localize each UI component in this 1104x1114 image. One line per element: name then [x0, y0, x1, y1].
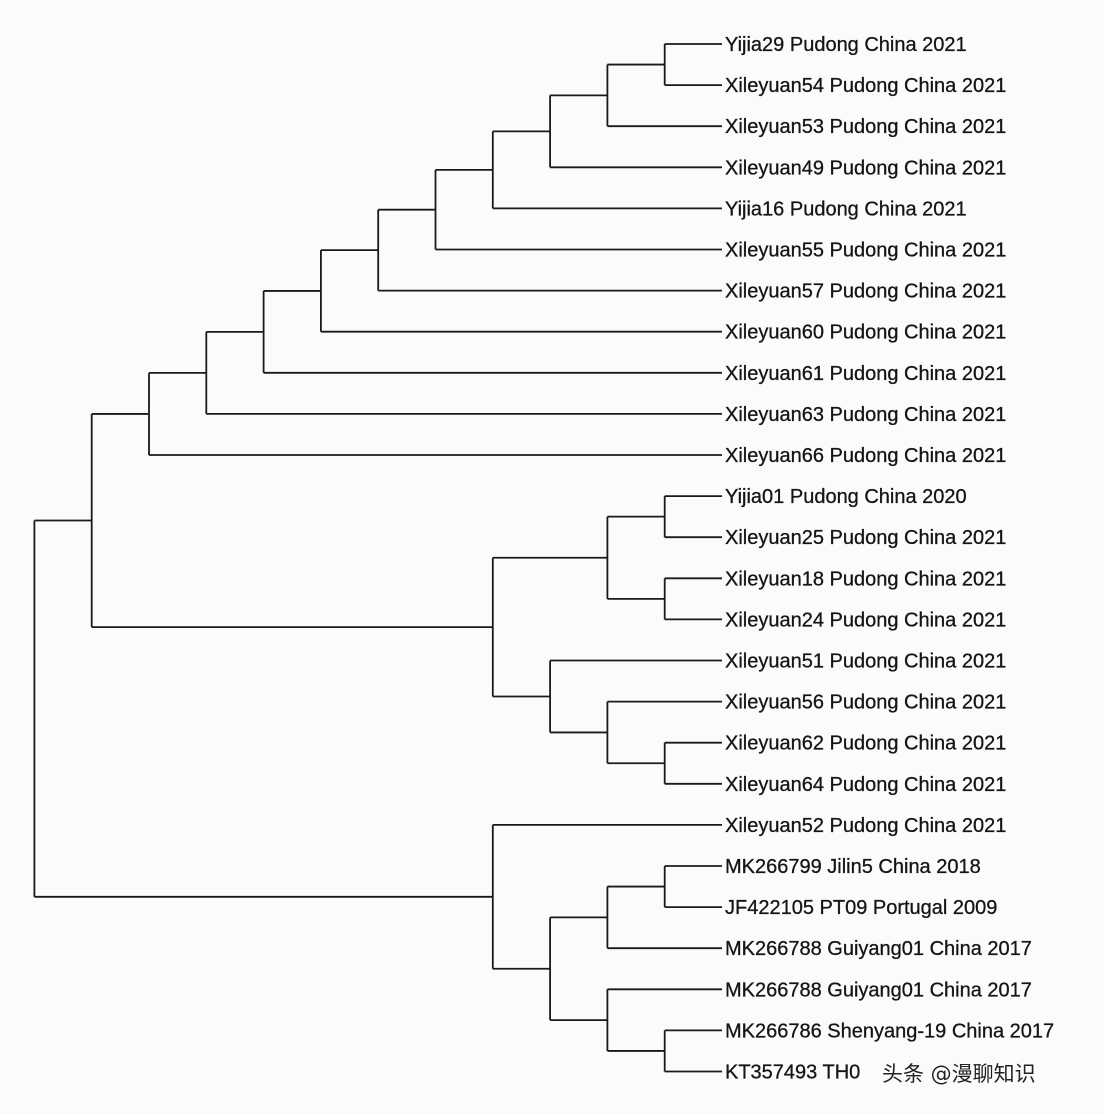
leaf-label: Xileyuan63 Pudong China 2021 [725, 404, 1006, 426]
leaf-label: Xileyuan24 Pudong China 2021 [725, 609, 1006, 631]
leaf-label: Xileyuan49 Pudong China 2021 [725, 157, 1006, 179]
leaf-label: Xileyuan62 Pudong China 2021 [725, 733, 1006, 755]
leaf-label: MK266786 Shenyang-19 China 2017 [725, 1020, 1054, 1042]
leaf-label: Yijia29 Pudong China 2021 [725, 34, 967, 56]
leaf-label: Xileyuan64 Pudong China 2021 [725, 774, 1006, 796]
leaf-label: Xileyuan52 Pudong China 2021 [725, 815, 1006, 837]
leaf-label: Xileyuan55 Pudong China 2021 [725, 240, 1006, 262]
leaf-label: MK266799 Jilin5 China 2018 [725, 856, 981, 878]
leaf-label: MK266788 Guiyang01 China 2017 [725, 938, 1032, 960]
leaf-label: Yijia16 Pudong China 2021 [725, 198, 967, 220]
leaf-label: Xileyuan61 Pudong China 2021 [725, 363, 1006, 385]
leaf-label: Xileyuan25 Pudong China 2021 [725, 527, 1006, 549]
leaf-label: Xileyuan53 Pudong China 2021 [725, 116, 1006, 138]
leaf-label: Xileyuan57 Pudong China 2021 [725, 281, 1006, 303]
leaf-label: Yijia01 Pudong China 2020 [725, 486, 967, 508]
leaf-label: Xileyuan54 Pudong China 2021 [725, 75, 1006, 97]
leaf-label: MK266788 Guiyang01 China 2017 [725, 979, 1032, 1001]
watermark: 头条 @漫聊知识 [880, 1058, 1038, 1088]
leaf-label: JF422105 PT09 Portugal 2009 [725, 897, 997, 919]
leaf-label: Xileyuan60 Pudong China 2021 [725, 322, 1006, 344]
leaf-label: Xileyuan56 Pudong China 2021 [725, 692, 1006, 714]
leaf-label: Xileyuan18 Pudong China 2021 [725, 568, 1006, 590]
leaf-label: KT357493 TH0 [725, 1062, 860, 1084]
leaf-label: Xileyuan51 Pudong China 2021 [725, 651, 1006, 673]
leaf-label: Xileyuan66 Pudong China 2021 [725, 445, 1006, 467]
